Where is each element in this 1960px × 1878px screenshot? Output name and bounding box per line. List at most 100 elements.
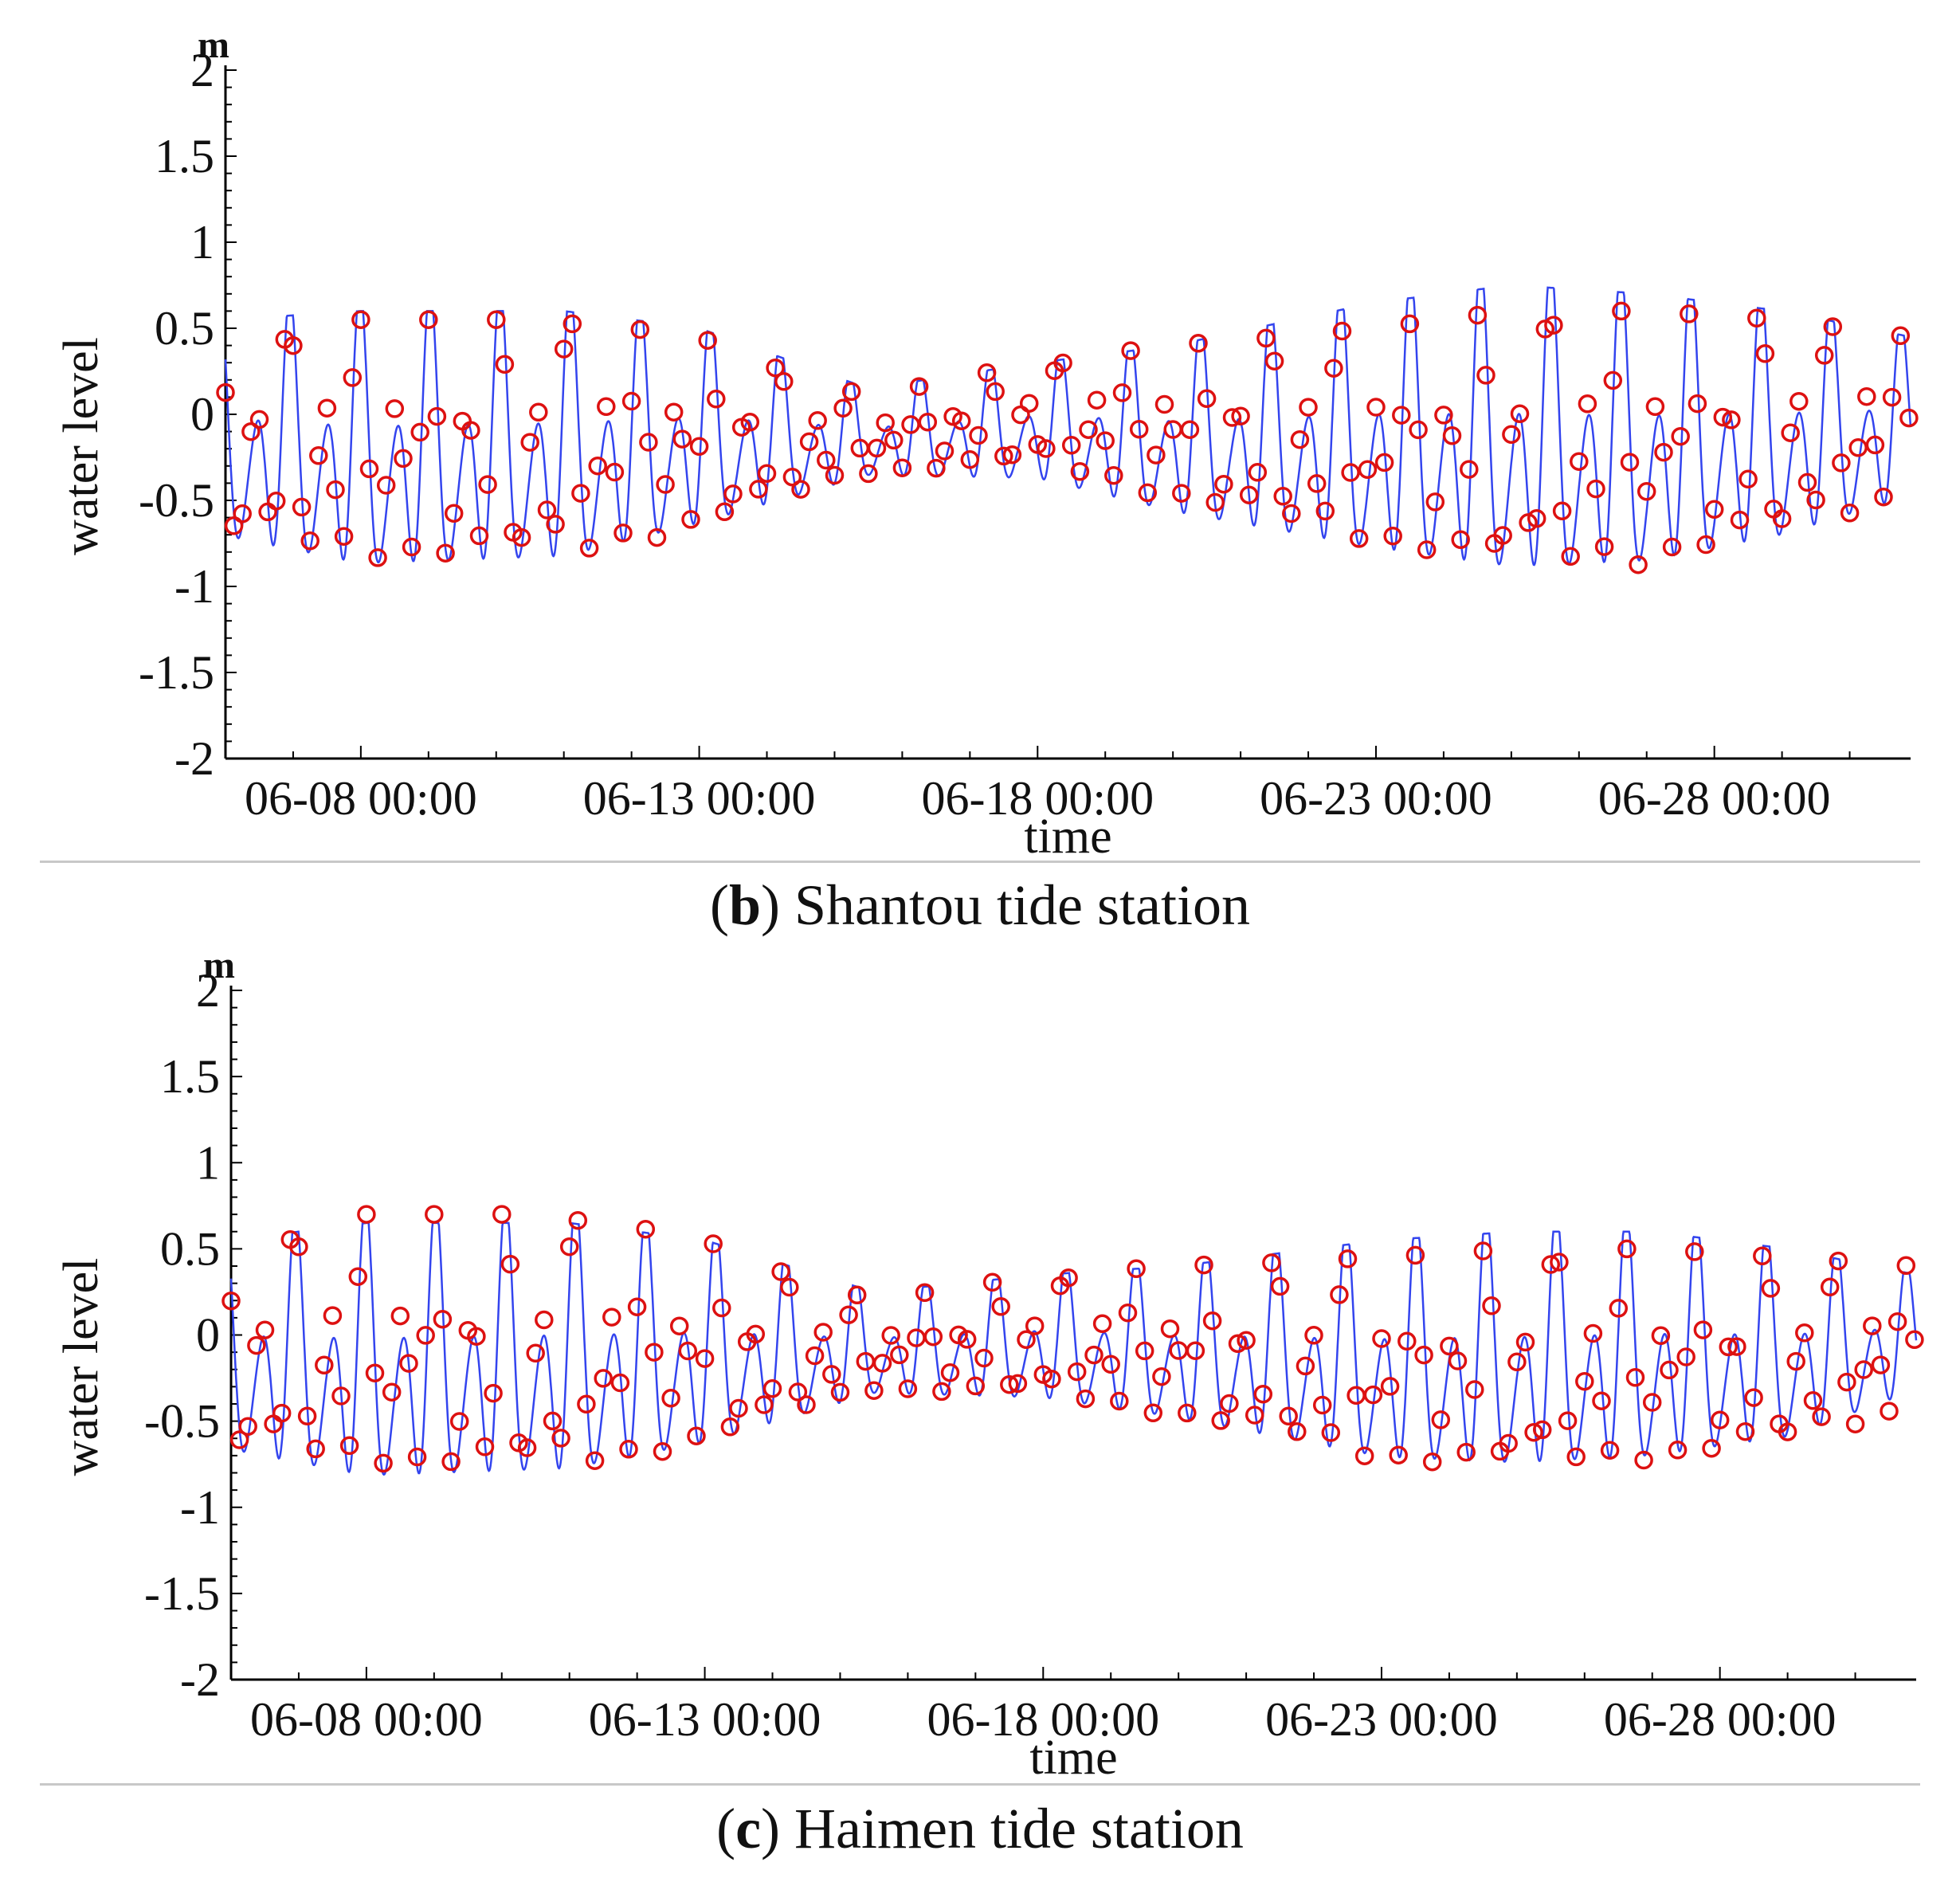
observed-point — [687, 1426, 706, 1445]
observed-point — [746, 1324, 766, 1344]
observed-point — [1544, 316, 1563, 335]
observed-point — [1541, 1255, 1561, 1274]
observed-point — [876, 413, 895, 433]
observed-point — [546, 515, 565, 534]
y-tick-label: -1.5 — [144, 1567, 220, 1620]
observed-point — [284, 335, 303, 355]
observed-point — [1096, 431, 1115, 450]
observed-point — [1324, 359, 1343, 378]
observed-point — [791, 480, 810, 499]
observed-point — [382, 1382, 402, 1402]
observed-point — [872, 1354, 892, 1373]
observed-point — [1578, 394, 1597, 414]
observed-point — [1629, 555, 1648, 574]
observed-point — [1671, 426, 1690, 446]
observed-point — [292, 497, 312, 517]
series-line-model — [229, 1221, 1918, 1476]
observed-point — [385, 399, 405, 418]
observed-point — [585, 1451, 605, 1470]
observed-point — [1874, 487, 1893, 507]
observed-point — [1524, 1422, 1543, 1442]
observed-point — [813, 1323, 833, 1342]
observed-point — [704, 1234, 723, 1253]
observed-point — [1245, 1406, 1264, 1425]
observed-point — [449, 1412, 469, 1431]
observed-point — [1092, 1314, 1112, 1334]
y-tick-label: -1 — [174, 560, 214, 613]
caption-shantou: (b) Shantou tide station — [710, 873, 1250, 937]
observed-point — [543, 1411, 563, 1431]
chart-panel-shantou: 2 1.5 1 0.5 0 -0.5 -1 -1.5 -2 06-08 00:00 06-13 00… — [40, 24, 1920, 937]
observed-point — [1414, 1345, 1433, 1365]
chart-haimen: 2 1.5 1 0.5 0 -0.5 -1 -1.5 -2 06-08 00:00 06-13 00… — [54, 944, 1924, 1785]
observed-point — [1186, 1341, 1205, 1360]
observed-point — [1753, 1246, 1772, 1266]
observed-point — [597, 397, 616, 417]
observed-point — [1654, 442, 1673, 462]
y-tick-label: -1 — [180, 1481, 220, 1534]
observed-point — [339, 1436, 359, 1456]
observed-point — [927, 458, 946, 478]
observed-point — [1676, 1347, 1695, 1366]
series-observed — [216, 301, 1919, 574]
observed-point — [762, 1379, 782, 1398]
observed-point — [833, 398, 853, 418]
observed-point — [918, 412, 938, 432]
observed-point — [1138, 483, 1158, 503]
observed-point — [621, 391, 641, 411]
divider — [40, 1783, 1920, 1786]
observed-point — [1575, 1371, 1594, 1391]
observed-point — [960, 450, 980, 469]
observed-point — [266, 492, 286, 511]
observed-point — [436, 543, 455, 563]
observed-point — [241, 421, 261, 441]
divider — [40, 861, 1920, 863]
observed-point — [326, 480, 345, 500]
observed-point — [1744, 1388, 1763, 1407]
observed-point — [221, 1291, 241, 1311]
observed-point — [568, 1210, 588, 1230]
observed-point — [1634, 1450, 1653, 1470]
observed-point — [1730, 510, 1750, 530]
observed-point — [1863, 1316, 1882, 1335]
observed-point — [1460, 460, 1479, 479]
observed-point — [1476, 366, 1495, 385]
observed-point — [1781, 423, 1800, 442]
observed-point — [672, 429, 692, 449]
observed-point — [932, 1382, 951, 1402]
observed-point — [1722, 410, 1741, 429]
observed-point — [1566, 1447, 1586, 1467]
observed-point — [1288, 1422, 1307, 1441]
observed-point — [1366, 398, 1386, 417]
observed-point — [1037, 439, 1056, 458]
observed-point — [1211, 1411, 1230, 1430]
observed-point — [1312, 1395, 1332, 1415]
observed-point — [1617, 1239, 1637, 1259]
y-tick-label: -1.5 — [139, 646, 214, 699]
observed-point — [1896, 1256, 1916, 1276]
x-tick-label: 06-18 00:00 — [921, 772, 1154, 825]
observed-point — [1786, 1351, 1805, 1371]
observed-point — [1651, 1326, 1671, 1346]
observed-point — [1372, 1329, 1391, 1348]
observed-point — [1662, 537, 1682, 557]
observed-point — [1053, 353, 1072, 373]
observed-point — [1456, 1442, 1476, 1462]
observed-point — [1493, 526, 1512, 545]
observed-point — [1845, 1414, 1865, 1433]
observed-point — [1330, 1285, 1349, 1304]
observed-point — [351, 310, 370, 329]
observed-point — [1645, 397, 1665, 417]
observed-point — [1290, 429, 1310, 449]
observed-point — [359, 459, 379, 479]
observed-point — [1425, 492, 1445, 512]
x-tick-label: 06-23 00:00 — [1265, 1693, 1498, 1746]
observed-point — [317, 398, 337, 418]
y-axis-label: water level — [54, 337, 108, 555]
observed-point — [1507, 1352, 1527, 1372]
observed-point — [469, 526, 489, 546]
y-tick-label: 0 — [190, 388, 214, 441]
y-tick-label: -2 — [180, 1653, 220, 1706]
observed-point — [1304, 1326, 1323, 1345]
observed-point — [630, 320, 650, 339]
